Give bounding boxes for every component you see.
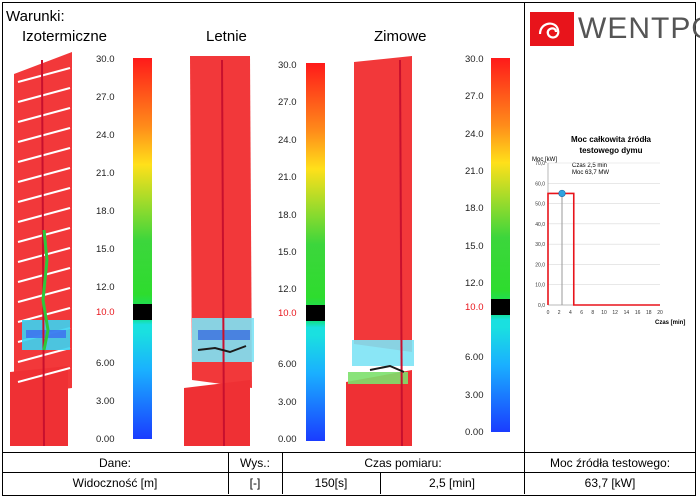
colorbar-3-tick-label: 27.0: [465, 91, 484, 103]
colorbar-2-tick-label: 24.0: [278, 134, 297, 146]
table-header-source-power: Moc źródła testowego:: [549, 456, 671, 470]
colorbar-2-tick-label: 0.00: [278, 434, 297, 445]
divider-right-panel: [524, 2, 525, 494]
colorbar-3-tick-label: 21.0: [465, 165, 484, 177]
divider-table-col3: [380, 472, 381, 494]
figure-frame: [2, 2, 696, 496]
mini-chart-xtick-label: 6: [580, 310, 583, 316]
mini-chart-xtick-label: 2: [558, 310, 561, 316]
mini-chart-xtick-label: 18: [646, 310, 652, 316]
table-value-time-minutes: 2,5 [min]: [428, 476, 476, 490]
colorbar-3-tick-label: 15.0: [465, 240, 484, 252]
colorbar-1-tick-label: 15.0: [96, 244, 115, 255]
colorbar-3-tick-label: 3.00: [465, 389, 484, 401]
mini-chart-xtick-label: 14: [624, 310, 630, 316]
mini-chart-annotation-time: Czas 2,5 min: [572, 163, 608, 169]
colorbar-1-tick-label: 3.00: [96, 396, 115, 407]
colorbar-1-tick-label: 21.0: [96, 168, 115, 179]
wentpo-logo-mark: [530, 12, 574, 46]
colorbar-2-tick-label: 12.0: [278, 284, 297, 296]
colorbar-2-tick-label: 30.0: [278, 60, 297, 71]
mini-chart-xtick-label: 8: [591, 310, 594, 316]
mini-chart-ylabel: Moc [kW]: [532, 157, 557, 163]
mini-chart-ytick-label: 50,0: [535, 202, 545, 208]
colorbar-1: [133, 58, 152, 439]
panel-title-isothermal: Izotermiczne: [22, 28, 108, 45]
mini-chart-ytick-label: 60,0: [535, 181, 545, 187]
table-header-height: Wys.:: [240, 456, 270, 470]
mini-chart-annotation-power: Moc 63,7 MW: [572, 170, 610, 176]
conditions-label: Warunki:: [6, 8, 65, 25]
colorbar-2-tick-label: 21.0: [278, 172, 297, 184]
colorbar-1-threshold: [133, 304, 152, 320]
colorbar-2-tick-label: 18.0: [278, 209, 297, 221]
mini-chart-title: Moc całkowita źródła testowego dymu: [570, 135, 652, 155]
colorbar-2: [306, 63, 325, 441]
colorbar-3-tick-label: 18.0: [465, 203, 484, 215]
table-value-power: 63,7 [kW]: [584, 476, 636, 490]
colorbar-2-tick-label: 10.0: [278, 308, 297, 319]
colorbar-3: [491, 58, 510, 432]
mini-chart-ytick-label: 70,0: [535, 161, 545, 167]
mini-chart-ytick-label: 30,0: [535, 242, 545, 248]
mini-chart-ytick-label: 10,0: [535, 283, 545, 289]
divider-table-col2: [282, 452, 283, 494]
colorbar-2-threshold: [306, 305, 325, 321]
mini-chart-xtick-label: 0: [547, 310, 550, 316]
mini-chart-series-line: [547, 192, 660, 306]
colorbar-3-tick-label: 24.0: [465, 128, 484, 140]
colorbar-1-tick-label: 6.00: [96, 358, 115, 369]
colorbar-3-tick-label: 6.00: [465, 352, 484, 364]
colorbar-1-tick-label: 24.0: [96, 130, 115, 141]
mini-chart-xtick-label: 20: [657, 310, 663, 316]
mini-chart-xtick-label: 16: [635, 310, 641, 316]
divider-table-mid: [2, 472, 696, 473]
mini-chart-xlabel: Czas [min]: [655, 320, 686, 326]
colorbar-2-tick-label: 15.0: [278, 247, 297, 258]
colorbar-2-tick-label: 27.0: [278, 97, 297, 109]
colorbar-1-tick-label: 27.0: [96, 92, 115, 103]
table-header-measure-time: Czas pomiaru:: [364, 456, 442, 470]
colorbar-3-tick-label: 0.00: [465, 427, 484, 438]
colorbar-1-tick-label: 30.0: [96, 54, 115, 65]
panel-title-winter: Zimowe: [374, 28, 427, 45]
colorbar-3-tick-label: 12.0: [465, 277, 484, 289]
colorbar-3-tick-label: 30.0: [465, 54, 484, 65]
mini-chart-xtick-label: 4: [569, 310, 572, 316]
table-value-time-seconds: 150[s]: [314, 476, 348, 490]
mini-chart-xtick-label: 10: [601, 310, 607, 316]
mini-chart-ytick-label: 20,0: [535, 262, 545, 268]
colorbar-1-tick-label: 12.0: [96, 282, 115, 293]
colorbar-2-tick-label: 3.00: [278, 396, 297, 408]
divider-table-col1: [228, 452, 229, 494]
mini-chart-ytick-label: 0,0: [538, 303, 545, 309]
colorbar-2-tick-label: 6.00: [278, 359, 297, 371]
divider-table-top: [2, 452, 696, 453]
colorbar-3-threshold: [491, 299, 510, 315]
wentpo-logo-text: WENTPO: [578, 12, 700, 45]
colorbar-1-tick-label: 0.00: [96, 434, 115, 445]
table-header-data: Dane:: [98, 456, 132, 470]
mini-chart-xtick-label: 12: [612, 310, 618, 316]
table-value-height-unit: [-]: [249, 476, 261, 490]
mini-chart-marker-point: [558, 189, 566, 198]
mini-chart-ytick-label: 40,0: [535, 222, 545, 228]
colorbar-1-tick-label: 18.0: [96, 206, 115, 217]
colorbar-1-tick-label: 10.0: [96, 307, 115, 318]
panel-title-summer: Letnie: [206, 28, 247, 45]
table-value-visibility: Widoczność [m]: [72, 476, 158, 490]
colorbar-3-tick-label: 10.0: [465, 302, 484, 313]
